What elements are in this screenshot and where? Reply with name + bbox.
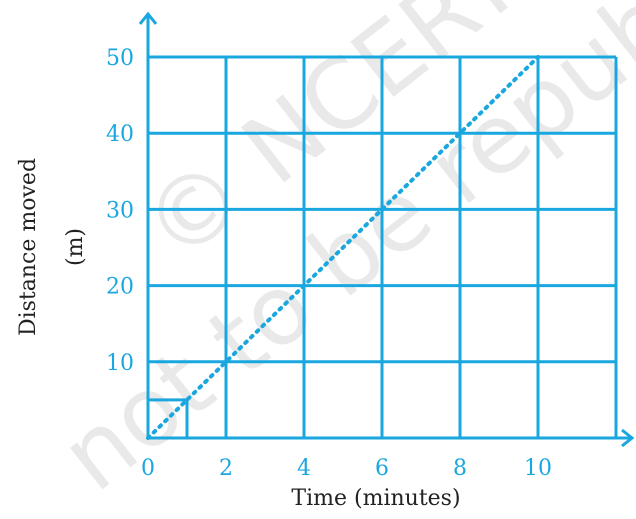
- y-tick-label-40: 40: [106, 122, 134, 147]
- x-tick-label-10: 10: [524, 456, 552, 481]
- y-axis-title-line2: (m): [63, 228, 88, 266]
- unit-box: [146, 398, 189, 440]
- y-tick-labels: 10 20 30 40 50: [106, 46, 134, 376]
- axes: [138, 11, 635, 448]
- x-tick-label-0: 0: [141, 456, 155, 481]
- x-tick-label-6: 6: [375, 456, 389, 481]
- x-tick-label-4: 4: [297, 456, 311, 481]
- y-axis-title-line1: Distance moved: [16, 158, 41, 336]
- grid: [148, 55, 618, 438]
- x-axis-title: Time (minutes): [291, 486, 460, 511]
- y-tick-label-50: 50: [106, 46, 134, 71]
- y-tick-label-30: 30: [106, 198, 134, 223]
- x-tick-label-2: 2: [219, 456, 233, 481]
- y-axis-arrowhead: [138, 11, 158, 25]
- x-tick-labels: 0 2 4 6 8 10: [141, 456, 552, 481]
- series: [146, 55, 540, 440]
- y-tick-label-10: 10: [106, 351, 134, 376]
- series-line-0: [146, 55, 540, 440]
- y-tick-label-20: 20: [106, 275, 134, 300]
- unit-square: [146, 398, 189, 440]
- x-axis-arrowhead: [621, 428, 635, 448]
- x-tick-label-8: 8: [453, 456, 467, 481]
